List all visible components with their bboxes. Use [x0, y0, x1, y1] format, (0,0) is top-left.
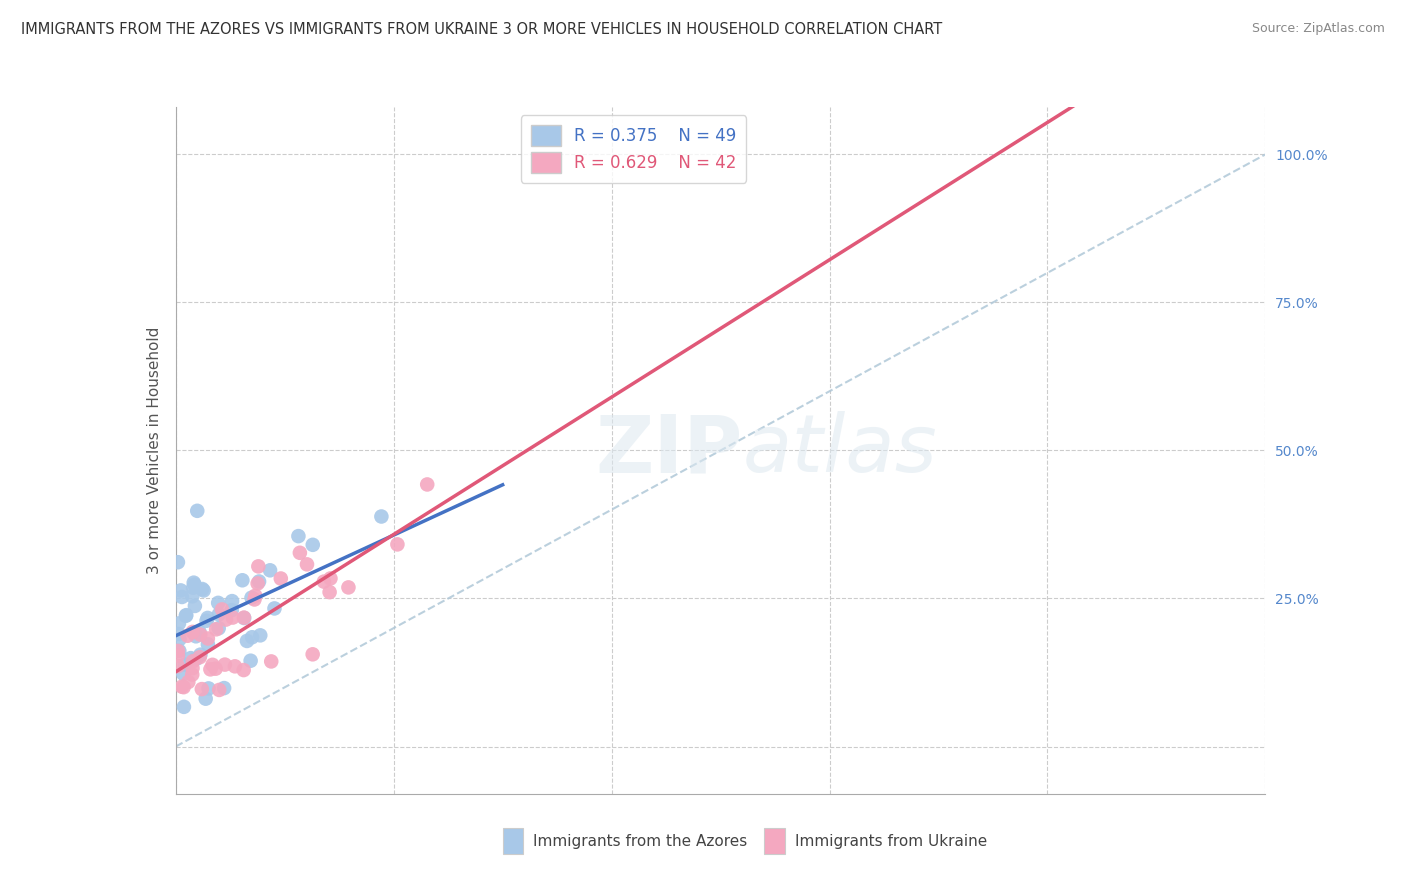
- Point: [208, 621, 231, 635]
- Point: [191, 582, 214, 596]
- Point: [233, 611, 256, 625]
- Point: [186, 652, 208, 666]
- Point: [169, 644, 191, 658]
- Point: [312, 574, 335, 589]
- Point: [197, 681, 219, 696]
- Point: [224, 659, 246, 673]
- Point: [246, 576, 269, 591]
- Point: [214, 657, 236, 672]
- Point: [188, 627, 211, 641]
- Point: [170, 680, 193, 694]
- Point: [337, 581, 360, 595]
- Point: [181, 581, 204, 595]
- Text: Immigrants from the Azores: Immigrants from the Azores: [533, 834, 748, 849]
- Point: [190, 648, 212, 662]
- Point: [173, 699, 195, 714]
- Point: [172, 666, 194, 681]
- Point: [173, 657, 195, 672]
- Point: [184, 629, 207, 643]
- Text: atlas: atlas: [742, 411, 938, 490]
- Point: [232, 663, 254, 677]
- Point: [232, 610, 254, 624]
- Point: [197, 637, 219, 651]
- Text: ZIP: ZIP: [595, 411, 742, 490]
- Point: [167, 648, 190, 663]
- Point: [167, 644, 190, 658]
- Point: [197, 632, 219, 646]
- Point: [416, 477, 439, 491]
- Point: [259, 563, 281, 577]
- Point: [270, 572, 292, 586]
- Point: [243, 592, 266, 607]
- Point: [184, 599, 207, 613]
- Point: [191, 682, 214, 697]
- Point: [231, 574, 253, 588]
- Point: [215, 613, 238, 627]
- Text: IMMIGRANTS FROM THE AZORES VS IMMIGRANTS FROM UKRAINE 3 OR MORE VEHICLES IN HOUS: IMMIGRANTS FROM THE AZORES VS IMMIGRANTS…: [21, 22, 942, 37]
- Point: [221, 594, 243, 608]
- Point: [177, 675, 200, 690]
- Point: [247, 559, 270, 574]
- Point: [173, 680, 195, 694]
- Point: [211, 602, 233, 616]
- Point: [174, 608, 197, 623]
- Point: [169, 632, 191, 647]
- Point: [221, 610, 243, 624]
- Point: [193, 583, 215, 598]
- Point: [288, 546, 311, 560]
- Point: [170, 590, 193, 604]
- Point: [183, 575, 205, 590]
- Point: [208, 682, 231, 697]
- Point: [247, 574, 270, 589]
- Point: [221, 603, 243, 617]
- Point: [188, 650, 211, 665]
- Point: [195, 614, 218, 628]
- Point: [240, 630, 263, 644]
- Point: [208, 607, 231, 622]
- Point: [194, 691, 217, 706]
- Point: [167, 555, 190, 569]
- Point: [240, 591, 263, 605]
- Point: [180, 651, 202, 665]
- Point: [236, 634, 259, 648]
- Point: [287, 529, 309, 543]
- Point: [174, 608, 197, 623]
- Point: [181, 654, 204, 668]
- Point: [188, 624, 211, 639]
- Point: [181, 590, 204, 604]
- Legend: R = 0.375    N = 49, R = 0.629    N = 42: R = 0.375 N = 49, R = 0.629 N = 42: [520, 115, 747, 183]
- Point: [301, 538, 323, 552]
- Point: [205, 623, 228, 637]
- Point: [167, 659, 190, 673]
- Point: [319, 571, 342, 585]
- Point: [387, 537, 409, 551]
- Point: [370, 509, 392, 524]
- Point: [183, 577, 205, 591]
- Point: [176, 629, 198, 643]
- Point: [204, 662, 226, 676]
- Point: [239, 654, 262, 668]
- Point: [167, 616, 190, 631]
- Text: Immigrants from Ukraine: Immigrants from Ukraine: [794, 834, 987, 849]
- Point: [318, 585, 340, 599]
- Text: Source: ZipAtlas.com: Source: ZipAtlas.com: [1251, 22, 1385, 36]
- Point: [245, 589, 267, 603]
- Point: [181, 661, 204, 675]
- Point: [200, 662, 222, 676]
- Point: [201, 657, 224, 672]
- Y-axis label: 3 or more Vehicles in Household: 3 or more Vehicles in Household: [146, 326, 162, 574]
- Point: [249, 628, 271, 642]
- Point: [295, 558, 318, 572]
- Point: [212, 681, 235, 695]
- Point: [181, 624, 204, 639]
- Point: [260, 655, 283, 669]
- Point: [170, 583, 193, 598]
- Point: [197, 611, 219, 625]
- Point: [207, 596, 229, 610]
- Point: [263, 601, 285, 615]
- Point: [181, 667, 204, 681]
- Point: [301, 648, 323, 662]
- Point: [167, 627, 190, 641]
- Point: [186, 504, 208, 518]
